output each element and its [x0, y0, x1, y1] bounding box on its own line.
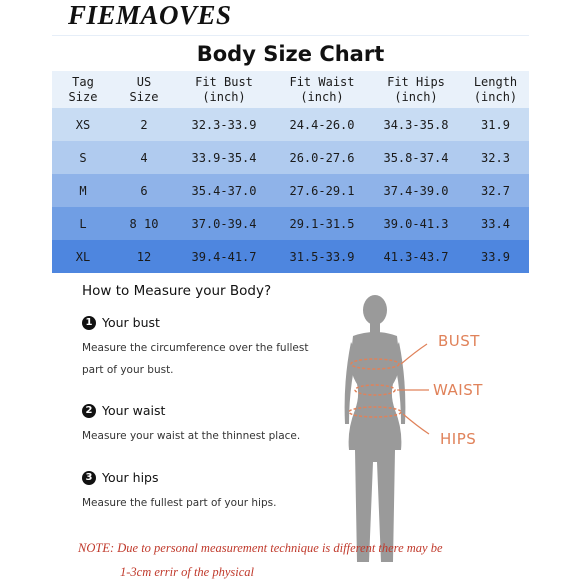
- table-cell: 31.5-33.9: [289, 249, 355, 264]
- table-header-row: Tag Size US Size Fit Bust (inch) Fit Wai…: [52, 71, 529, 108]
- size-chart: Body Size Chart Tag Size US Size Fit Bus…: [52, 35, 529, 273]
- table-row: M 6 35.4-37.0 27.6-29.1 37.4-39.0 32.7: [52, 174, 529, 207]
- table-cell: 31.9: [481, 117, 510, 132]
- table-row: XS 2 32.3-33.9 24.4-26.0 34.3-35.8 31.9: [52, 108, 529, 141]
- step-bust-heading: 1 Your bust: [82, 315, 160, 330]
- table-cell: M: [79, 183, 87, 198]
- body-silhouette: [344, 295, 406, 562]
- step-waist-desc: Measure your waist at the thinnest place…: [82, 425, 322, 447]
- body-silhouette-figure: [344, 295, 430, 562]
- step-hips-heading: 3 Your hips: [82, 470, 159, 485]
- table-cell: L: [79, 216, 87, 231]
- table-cell: S: [79, 150, 87, 165]
- step-number-2: 2: [82, 403, 96, 418]
- bust-label: BUST: [438, 332, 480, 350]
- step-waist-title: Your waist: [102, 403, 166, 418]
- howto-title: How to Measure your Body?: [82, 283, 272, 299]
- table-cell: 12: [136, 249, 152, 264]
- table-cell: 33.9-35.4: [191, 150, 257, 165]
- table-cell: 6: [140, 183, 148, 198]
- step-waist-heading: 2 Your waist: [82, 403, 165, 418]
- hips-label: HIPS: [440, 430, 477, 448]
- table-cell: 37.0-39.4: [191, 216, 257, 231]
- table-cell: 8 10: [129, 216, 159, 231]
- measurement-note: NOTE: Due to personal measurement techni…: [78, 536, 538, 584]
- table-cell: 27.6-29.1: [289, 183, 355, 198]
- table-cell: 26.0-27.6: [289, 150, 355, 165]
- table-cell: 4: [140, 150, 148, 165]
- table-cell: 34.3-35.8: [383, 117, 449, 132]
- header-fit-bust: Fit Bust (inch): [174, 71, 274, 108]
- table-cell: XL: [75, 249, 91, 264]
- header-tag-size: Tag Size: [52, 71, 114, 108]
- step-waist-line1: Measure your waist at the thinnest place…: [82, 430, 301, 442]
- step-hips-line1: Measure the fullest part of your hips.: [82, 497, 277, 509]
- table-cell: 2: [140, 117, 148, 132]
- step-number-1: 1: [82, 315, 96, 330]
- waist-measure-line: [354, 384, 396, 396]
- table-cell: 24.4-26.0: [289, 117, 355, 132]
- table-row: S 4 33.9-35.4 26.0-27.6 35.8-37.4 32.3: [52, 141, 529, 174]
- note-line1: NOTE: Due to personal measurement techni…: [78, 541, 443, 555]
- step-bust-title: Your bust: [102, 315, 160, 330]
- table-cell: 33.4: [481, 216, 510, 231]
- step-number-3: 3: [82, 470, 96, 485]
- size-table: Tag Size US Size Fit Bust (inch) Fit Wai…: [52, 71, 529, 273]
- brand-logo: FIEMAOVES: [68, 0, 232, 30]
- table-row: XL 12 39.4-41.7 31.5-33.9 41.3-43.7 33.9: [52, 240, 529, 273]
- header-length: Length (inch): [462, 71, 529, 108]
- bust-pointer: [400, 343, 428, 365]
- table-cell: XS: [75, 117, 91, 132]
- step-hips-desc: Measure the fullest part of your hips.: [82, 492, 322, 514]
- chart-title: Body Size Chart: [52, 35, 529, 71]
- hips-measure-line: [348, 406, 402, 418]
- table-cell: 39.0-41.3: [383, 216, 449, 231]
- step-bust-line2: part of your bust.: [82, 364, 174, 376]
- step-bust-line1: Measure the circumference over the fulle…: [82, 342, 309, 354]
- table-cell: 32.7: [481, 183, 510, 198]
- table-cell: 35.4-37.0: [191, 183, 257, 198]
- step-bust-desc: Measure the circumference over the fulle…: [82, 337, 322, 381]
- hips-pointer: [402, 413, 430, 435]
- table-cell: 33.9: [481, 249, 510, 264]
- note-line2: 1-3cm errir of the physical: [120, 565, 255, 579]
- table-cell: 37.4-39.0: [383, 183, 449, 198]
- table-row: L 8 10 37.0-39.4 29.1-31.5 39.0-41.3 33.4: [52, 207, 529, 240]
- step-hips-title: Your hips: [102, 470, 159, 485]
- table-cell: 29.1-31.5: [289, 216, 355, 231]
- table-cell: 32.3: [481, 150, 510, 165]
- waist-label: WAIST: [433, 381, 483, 399]
- header-us-size: US Size: [114, 71, 174, 108]
- table-cell: 39.4-41.7: [191, 249, 257, 264]
- bust-measure-line: [350, 358, 400, 370]
- header-fit-hips: Fit Hips (inch): [370, 71, 462, 108]
- table-cell: 41.3-43.7: [383, 249, 449, 264]
- header-fit-waist: Fit Waist (inch): [274, 71, 370, 108]
- table-cell: 35.8-37.4: [383, 150, 449, 165]
- table-cell: 32.3-33.9: [191, 117, 257, 132]
